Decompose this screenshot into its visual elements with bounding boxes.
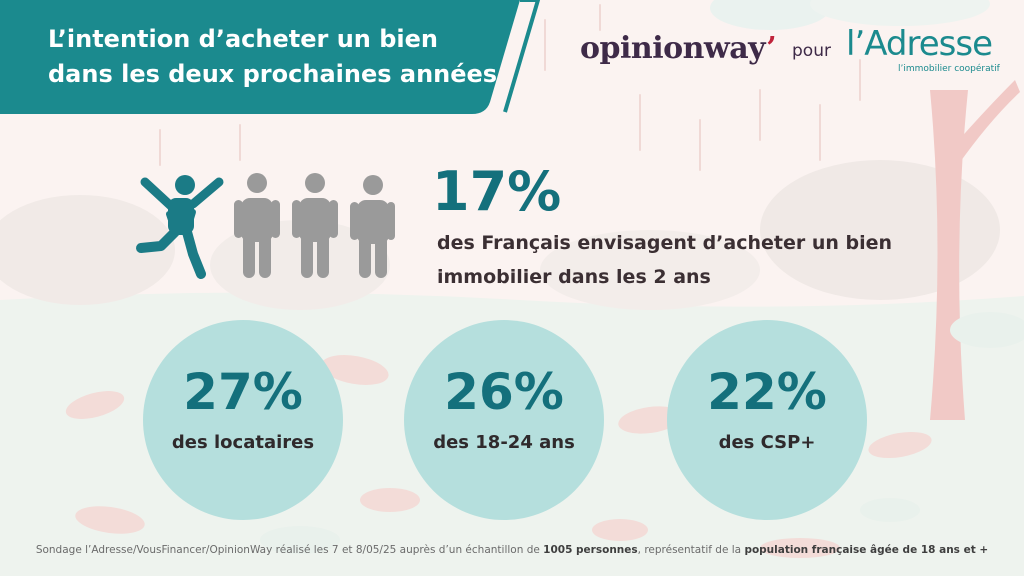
footnote-part-2: , représentatif de la xyxy=(637,544,745,556)
page-title-line-2: dans les deux prochaines années xyxy=(48,60,498,88)
people-icons xyxy=(136,173,395,279)
brand-pour-text: pour xyxy=(792,41,831,61)
opinionway-logo: opinionway’ xyxy=(580,31,777,66)
stat-percent: 26% xyxy=(444,363,564,421)
source-footnote: Sondage l’Adresse/VousFinancer/OpinionWa… xyxy=(0,544,1024,556)
footnote-population: population française âgée de 18 ans et + xyxy=(744,544,989,556)
stat-label: des CSP+ xyxy=(718,432,816,453)
headline-text: des Français envisagent d’acheter un bie… xyxy=(437,226,957,294)
ladresse-tagline: l’immobilier coopératif xyxy=(898,64,1000,74)
stat-circle-csp: 22% des CSP+ xyxy=(667,320,867,520)
headline-text-line-1: des Français envisagent d’acheter un bie… xyxy=(437,232,893,254)
person-icon xyxy=(350,175,395,278)
opinionway-logo-text: opinionway xyxy=(580,31,767,66)
title-banner: L’intention d’acheter un bien dans les d… xyxy=(0,0,540,116)
stat-label: des 18-24 ans xyxy=(433,432,575,453)
page-title-line-1: L’intention d’acheter un bien xyxy=(48,25,438,53)
stat-circle-18-24: 26% des 18-24 ans xyxy=(404,320,604,520)
headline-text-line-2: immobilier dans les 2 ans xyxy=(437,266,711,288)
stat-percent: 22% xyxy=(707,363,827,421)
person-jumping-icon xyxy=(136,175,224,279)
footnote-part-1: Sondage l’Adresse/VousFinancer/OpinionWa… xyxy=(35,544,544,556)
headline-percent: 17% xyxy=(432,160,562,223)
footnote-sample-size: 1005 personnes xyxy=(543,544,638,556)
ladresse-logo: l’Adresse xyxy=(846,24,993,64)
person-icon xyxy=(292,173,338,278)
stat-percent: 27% xyxy=(183,363,303,421)
stat-circle-locataires: 27% des locataires xyxy=(143,320,343,520)
page-title: L’intention d’acheter un bien dans les d… xyxy=(48,22,508,92)
person-icon xyxy=(234,173,280,278)
stat-label: des locataires xyxy=(171,432,315,453)
banner-shape xyxy=(0,0,540,114)
opinionway-logo-accent: ’ xyxy=(766,31,777,66)
